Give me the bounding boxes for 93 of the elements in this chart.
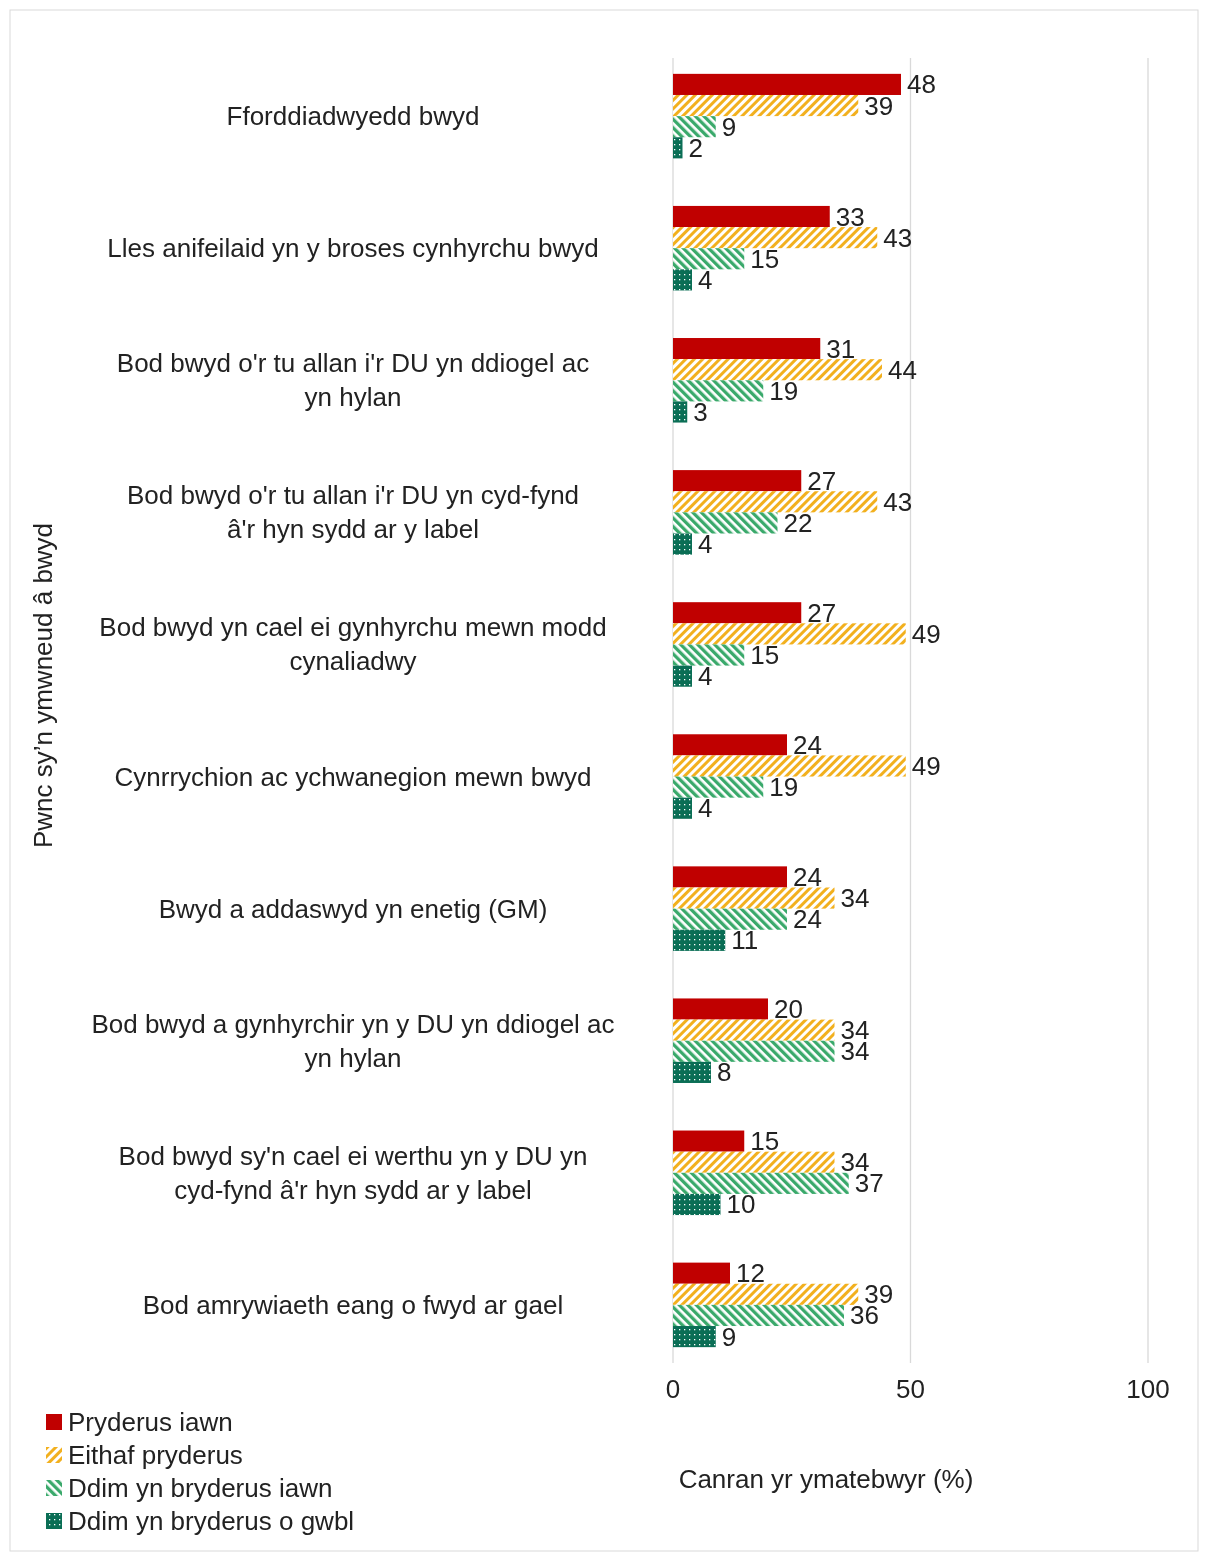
x-axis-title: Canran yr ymatebwyr (%) — [678, 1464, 974, 1494]
data-label: 27 — [807, 465, 837, 496]
data-label: 12 — [736, 1258, 765, 1289]
data-label: 43 — [883, 486, 913, 517]
bar — [673, 644, 745, 666]
bar — [673, 623, 906, 645]
legend-label: Pryderus iawn — [68, 1407, 233, 1437]
bar — [673, 401, 688, 423]
data-label: 27 — [807, 597, 837, 628]
bar — [673, 1151, 835, 1173]
data-label: 24 — [793, 904, 822, 935]
bar — [673, 755, 906, 777]
data-label: 43 — [883, 222, 913, 253]
data-label: 39 — [864, 90, 894, 121]
y-tick-label: Bod bwyd a gynhyrchir yn y DU yn ddiogel ac yn hylan — [91, 1008, 615, 1073]
bar — [673, 1262, 730, 1284]
data-label: 15 — [750, 1126, 780, 1157]
data-label: 4 — [698, 264, 713, 295]
data-label: 19 — [769, 375, 799, 406]
bar — [673, 1304, 844, 1327]
data-label: 4 — [698, 793, 713, 824]
bar — [673, 908, 787, 930]
y-tick-label: Bod bwyd o'r tu allan i'r DU yn cyd-fynd â'r hyn sydd ar y label — [126, 480, 580, 545]
bar — [673, 116, 716, 138]
data-label: 3 — [693, 396, 708, 427]
y-tick-label: Bod bwyd sy'n cael ei werthu yn y DU yn cyd-fynd â'r hyn sydd ar y label — [118, 1140, 588, 1205]
legend-label: Ddim yn bryderus o gwbl — [68, 1506, 355, 1536]
bar — [673, 1130, 745, 1152]
bar — [673, 866, 787, 888]
bar — [673, 73, 901, 95]
bar — [673, 227, 878, 249]
y-tick-label: Bod bwyd o'r tu allan i'r DU yn ddiogel ac yn hylan — [116, 348, 590, 413]
y-tick-label: Fforddiadwyedd bwyd — [226, 101, 480, 132]
data-label: 34 — [840, 883, 870, 914]
data-label: 4 — [698, 661, 713, 692]
legend-label: Ddim yn bryderus iawn — [68, 1473, 333, 1503]
bar — [673, 359, 882, 381]
bar — [673, 998, 768, 1020]
bar — [673, 1061, 711, 1083]
y-tick-label: Bod bwyd yn cael ei gynhyrchu mewn modd cynaliadwy — [99, 612, 607, 677]
data-label: 19 — [769, 772, 799, 803]
bar — [673, 887, 835, 909]
data-label: 20 — [774, 994, 803, 1025]
bar — [673, 94, 859, 117]
data-label: 44 — [888, 354, 917, 385]
bar — [673, 929, 726, 951]
bar — [673, 665, 692, 687]
data-label: 9 — [721, 111, 737, 142]
y-tick-label: Cynrrychion ac ychwanegion mewn bwyd — [114, 761, 592, 792]
bar — [673, 1040, 835, 1062]
data-label: 49 — [911, 750, 941, 781]
bar — [673, 797, 692, 819]
bar — [673, 338, 821, 360]
bar — [673, 776, 764, 798]
data-label: 8 — [717, 1057, 732, 1088]
data-label: 24 — [793, 861, 822, 892]
bar — [673, 602, 802, 624]
data-label: 48 — [907, 69, 936, 100]
bar — [673, 248, 745, 270]
data-label: 24 — [793, 729, 822, 760]
data-label: 15 — [750, 640, 780, 671]
bar — [673, 269, 692, 291]
data-label: 10 — [726, 1189, 756, 1220]
data-label: 2 — [688, 132, 703, 163]
data-label: 4 — [698, 529, 713, 560]
bar — [673, 380, 764, 402]
y-tick-label: Bod amrywiaeth eang o fwyd ar gael — [142, 1289, 564, 1320]
data-label: 33 — [835, 201, 865, 232]
x-tick-label: 100 — [1126, 1374, 1170, 1404]
data-label: 22 — [783, 507, 813, 538]
data-label: 11 — [731, 925, 759, 956]
bar — [673, 533, 692, 555]
x-tick-label: 0 — [665, 1374, 681, 1404]
bar — [673, 1019, 835, 1041]
y-tick-label: Lles anifeilaid yn y broses cynhyrchu bwyd — [107, 233, 599, 264]
data-label: 31 — [826, 333, 856, 364]
bar — [673, 1172, 849, 1194]
data-label: 15 — [750, 243, 780, 274]
bar — [673, 734, 787, 756]
bar — [673, 491, 878, 513]
legend-label: Eithaf pryderus — [68, 1440, 243, 1470]
bar — [673, 1326, 716, 1348]
data-label: 9 — [721, 1321, 737, 1352]
y-tick-label: Bwyd a addaswyd yn enetig (GM) — [158, 893, 548, 924]
bar — [673, 1193, 721, 1216]
bar — [673, 1283, 859, 1305]
data-label: 49 — [911, 618, 941, 649]
bar — [673, 205, 830, 228]
bar — [673, 470, 802, 492]
x-tick-label: 50 — [896, 1374, 925, 1404]
bar — [673, 512, 778, 534]
y-axis-title: Pwnc sy’n ymwneud â bwyd — [28, 522, 58, 849]
bar — [673, 137, 683, 159]
